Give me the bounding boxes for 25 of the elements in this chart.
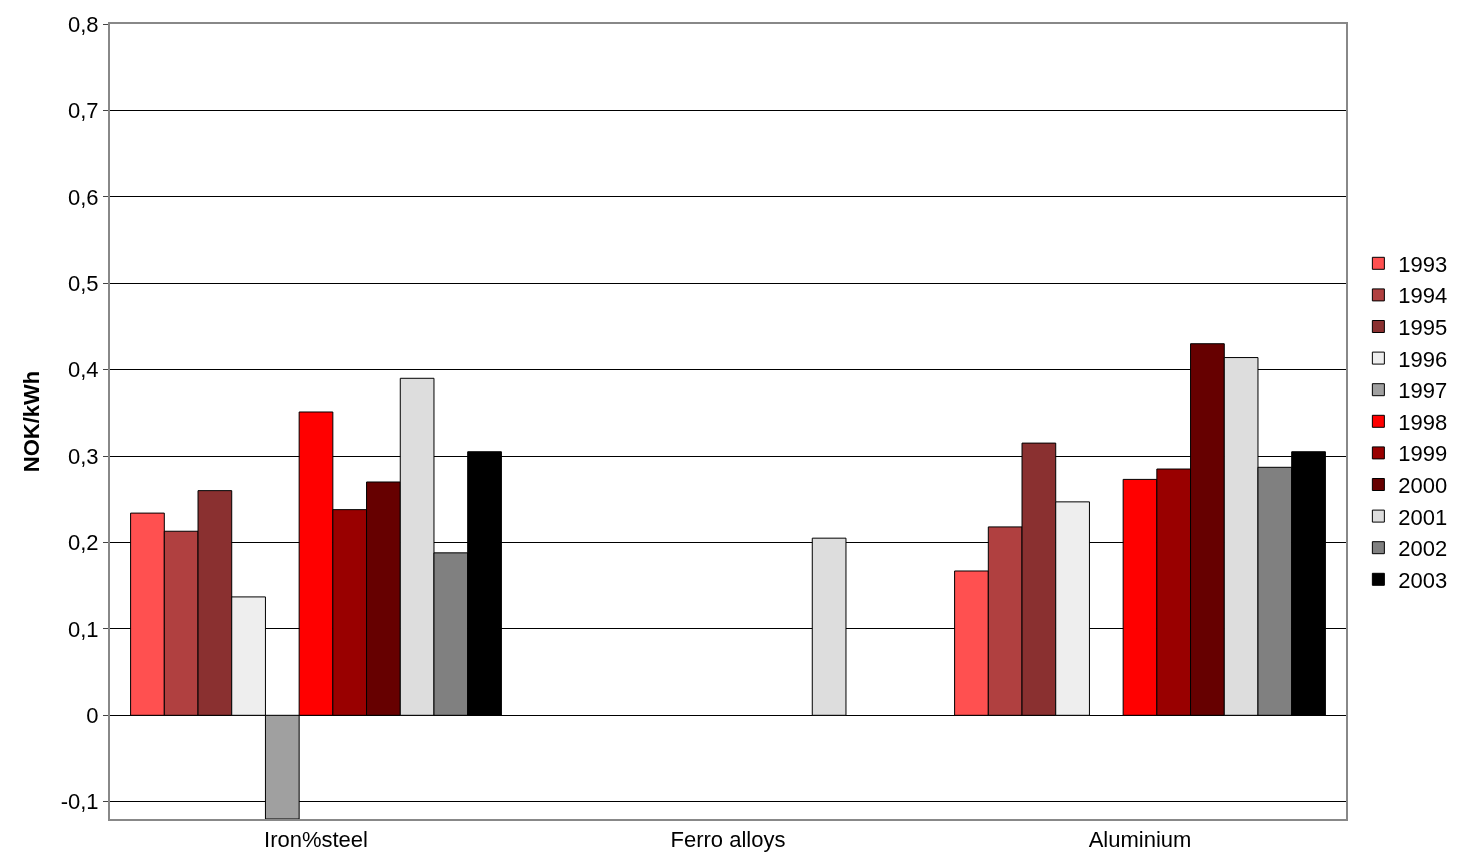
legend-label: 1995 bbox=[1398, 315, 1448, 341]
y-tick-label: -0,1 bbox=[60, 789, 99, 815]
x-tick-label: Iron%steel bbox=[264, 827, 368, 853]
y-tick-label: 0,8 bbox=[68, 11, 99, 37]
x-tick-label: Ferro alloys bbox=[670, 827, 786, 853]
y-tick-label: 0,7 bbox=[68, 98, 99, 124]
x-tick-label: Aluminium bbox=[1088, 827, 1192, 853]
legend-label: 2000 bbox=[1398, 473, 1448, 499]
y-tick-label: 0,2 bbox=[68, 530, 99, 556]
legend-label: 1993 bbox=[1398, 251, 1448, 277]
legend-label: 1998 bbox=[1398, 409, 1448, 435]
legend-label: 1997 bbox=[1398, 378, 1448, 404]
legend-label: 1999 bbox=[1398, 441, 1448, 467]
y-tick-label: 0,5 bbox=[68, 270, 99, 296]
y-tick-label: 0,1 bbox=[68, 616, 99, 642]
y-tick-label: 0,6 bbox=[68, 184, 99, 210]
y-tick-label: 0,3 bbox=[68, 443, 99, 469]
legend-label: 2001 bbox=[1398, 504, 1448, 530]
y-axis-title: NOK/kWh bbox=[18, 370, 44, 473]
legend-label: 2003 bbox=[1398, 567, 1448, 593]
legend-label: 1996 bbox=[1398, 346, 1448, 372]
legend-label: 2002 bbox=[1398, 536, 1448, 562]
y-tick-label: 0,4 bbox=[68, 357, 99, 383]
y-tick-label: 0 bbox=[86, 703, 99, 728]
legend-label: 1994 bbox=[1398, 283, 1448, 309]
